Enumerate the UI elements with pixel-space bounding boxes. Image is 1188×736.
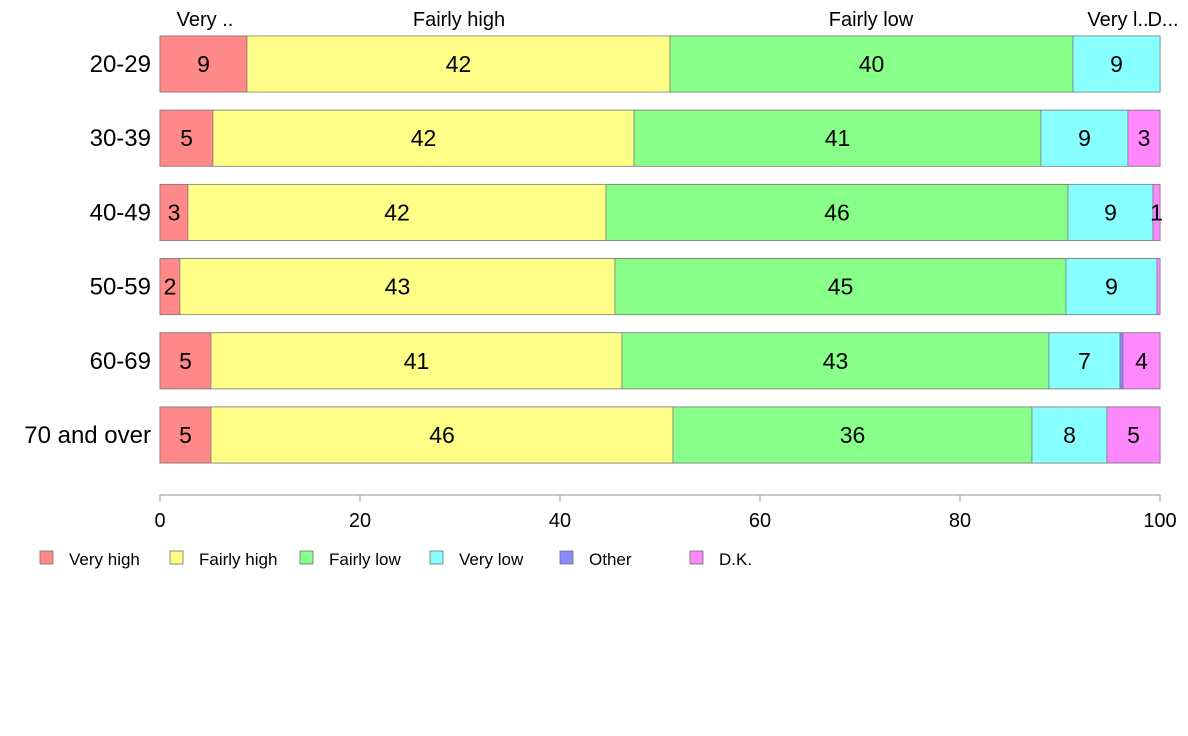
bar-segment xyxy=(187,184,607,241)
bar-segment xyxy=(1065,258,1158,315)
bar-segment xyxy=(210,332,623,390)
top-label: Very l.. xyxy=(1087,9,1148,31)
x-tick-label: 0 xyxy=(154,510,165,532)
data-label: 3 xyxy=(1138,125,1151,151)
data-label: 41 xyxy=(825,125,851,151)
bar-segment xyxy=(159,332,212,390)
top-series-labels: Very .. Fairly high Fairly low Very l..D... xyxy=(177,9,1179,31)
data-label: 3 xyxy=(168,199,181,225)
x-axis: 0 20 40 60 80 100 xyxy=(154,494,1177,532)
bar-segment xyxy=(179,258,616,315)
data-label: 5 xyxy=(1127,422,1140,448)
bar-segment xyxy=(633,109,1042,167)
top-label: Fairly high xyxy=(413,9,505,31)
category-label: 40-49 xyxy=(90,199,151,226)
bar-segment xyxy=(246,35,671,93)
category-label: 60-69 xyxy=(90,348,151,375)
data-label: 5 xyxy=(179,422,192,448)
data-label: 9 xyxy=(1104,199,1117,225)
bar-segment xyxy=(1031,406,1108,464)
bar-segment xyxy=(1072,35,1161,93)
bar-segment xyxy=(1156,258,1161,315)
data-label: 9 xyxy=(1078,125,1091,151)
legend-label: Other xyxy=(589,550,632,569)
bar-segment xyxy=(672,406,1033,464)
bar-segment xyxy=(210,406,674,464)
legend-swatch xyxy=(559,550,574,565)
data-label: 42 xyxy=(411,125,437,151)
x-tick-label: 20 xyxy=(349,510,371,532)
bars: 9 42 40 95 42 41 9 33 42 46 9 12 43 45 95 41 43 7 45 46 36 8 5 xyxy=(159,35,1163,464)
bar-segment xyxy=(669,35,1074,93)
bar-segment xyxy=(1122,332,1161,390)
category-labels: 20-29 30-39 40-49 50-59 60-69 70 and over xyxy=(24,51,151,449)
data-label: 46 xyxy=(824,199,850,225)
data-label: 45 xyxy=(828,274,854,300)
category-label: 70 and over xyxy=(24,422,151,449)
bar-segment xyxy=(1048,332,1121,390)
legend-swatch xyxy=(689,550,704,565)
data-label: 5 xyxy=(180,125,193,151)
legend-swatch xyxy=(169,550,184,565)
bar-segment xyxy=(159,35,248,93)
data-label: 42 xyxy=(446,51,472,77)
legend-swatch xyxy=(39,550,54,565)
category-label: 50-59 xyxy=(90,274,151,301)
bar-segment xyxy=(159,406,212,464)
data-label: 41 xyxy=(404,348,430,374)
data-label: 8 xyxy=(1063,422,1076,448)
bar-segment xyxy=(159,109,214,167)
legend-swatch xyxy=(429,550,444,565)
data-label: 40 xyxy=(859,51,885,77)
data-label: 7 xyxy=(1078,348,1091,374)
legend-swatch xyxy=(299,550,314,565)
bar-segment xyxy=(621,332,1050,390)
legend-label: Very high xyxy=(69,550,140,569)
data-label: 42 xyxy=(384,199,410,225)
data-label: 46 xyxy=(429,422,455,448)
legend-label: Fairly high xyxy=(199,550,277,569)
bar-segment xyxy=(614,258,1067,315)
bar-segment xyxy=(1119,332,1124,390)
data-label: 9 xyxy=(197,51,210,77)
bar-segment xyxy=(212,109,635,167)
x-tick-label: 100 xyxy=(1143,510,1176,532)
legend-label: D.K. xyxy=(719,550,752,569)
data-label: 43 xyxy=(823,348,849,374)
x-tick-label: 60 xyxy=(749,510,771,532)
legend: Very high Fairly high Fairly low Very low Ot… xyxy=(39,550,752,569)
data-label: 2 xyxy=(164,274,177,300)
bar-segment xyxy=(605,184,1069,241)
category-label: 30-39 xyxy=(90,125,151,152)
legend-label: Very low xyxy=(459,550,524,569)
data-label: 1 xyxy=(1150,199,1163,225)
legend-label: Fairly low xyxy=(329,550,402,569)
data-label: 9 xyxy=(1110,51,1123,77)
top-label: D... xyxy=(1147,9,1178,31)
data-label: 4 xyxy=(1135,348,1148,374)
data-label: 5 xyxy=(179,348,192,374)
bar-segment xyxy=(1106,406,1161,464)
x-tick-label: 40 xyxy=(549,510,571,532)
data-label: 43 xyxy=(385,274,411,300)
bar-segment xyxy=(1152,184,1161,241)
bar-segment xyxy=(159,184,189,241)
data-label: 9 xyxy=(1105,274,1118,300)
bar-segment xyxy=(1067,184,1154,241)
top-label: Very .. xyxy=(177,9,234,31)
x-tick-label: 80 xyxy=(949,510,971,532)
bar-segment xyxy=(1040,109,1129,167)
data-label: 36 xyxy=(840,422,866,448)
bar-segment xyxy=(1127,109,1161,167)
top-label: Fairly low xyxy=(829,9,914,31)
category-label: 20-29 xyxy=(90,51,151,78)
